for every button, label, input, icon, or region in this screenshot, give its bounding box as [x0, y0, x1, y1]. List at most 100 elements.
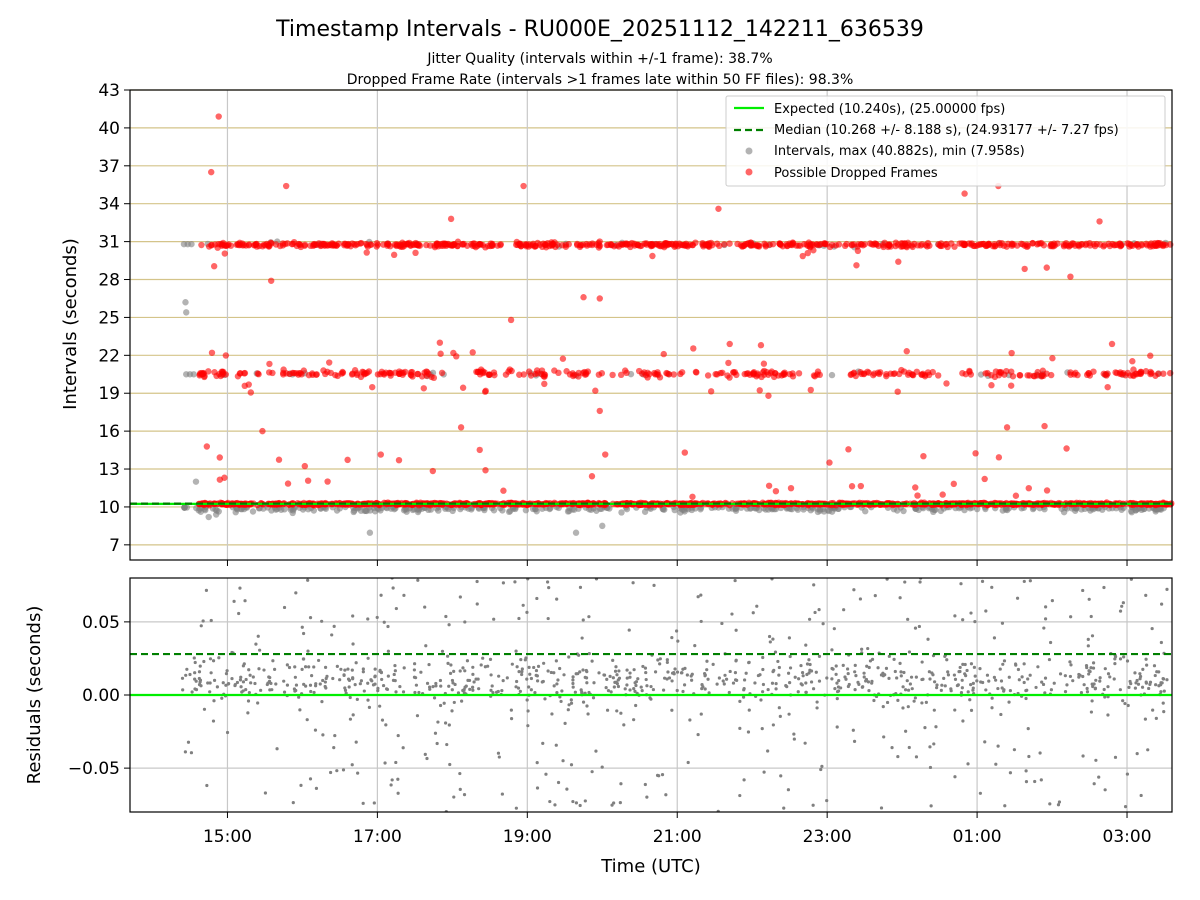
residual-point: [733, 678, 738, 682]
dropped-frame-point: [866, 240, 874, 247]
residual-point: [1003, 804, 1007, 808]
residual-point: [483, 665, 487, 669]
residual-point: [1007, 700, 1011, 704]
residual-point: [1082, 683, 1086, 687]
residual-point: [615, 709, 619, 713]
residual-point: [185, 667, 189, 671]
residual-point: [653, 670, 658, 674]
residual-point: [232, 599, 236, 603]
residual-point: [263, 791, 268, 795]
residual-point: [887, 654, 891, 658]
residual-point: [300, 667, 304, 672]
residual-point: [545, 580, 550, 584]
dropped-frame-point: [628, 239, 636, 247]
residual-point: [1103, 695, 1107, 699]
residual-point: [438, 678, 443, 683]
dropped-frame-point: [1050, 240, 1058, 247]
residual-point: [865, 664, 869, 668]
residual-point: [813, 610, 817, 615]
residual-point: [909, 675, 914, 679]
residual-point: [961, 662, 965, 666]
residual-point: [524, 656, 528, 660]
dropped-frame-point: [943, 380, 950, 387]
residual-point: [335, 664, 339, 668]
residual-point: [664, 793, 668, 797]
residual-point: [730, 612, 734, 616]
residual-point: [1017, 678, 1021, 682]
residual-point: [727, 690, 731, 695]
dropped-frame-point: [864, 368, 871, 376]
residual-point: [592, 681, 596, 685]
residual-point: [466, 678, 470, 683]
residual-point: [844, 677, 848, 681]
residual-point: [1165, 678, 1169, 682]
residual-point: [585, 704, 589, 708]
dropped-frame-point: [569, 370, 576, 377]
residual-point: [807, 617, 812, 621]
residual-point: [675, 629, 679, 633]
residual-point: [225, 730, 230, 735]
residual-point: [914, 755, 919, 759]
residual-point: [199, 624, 203, 628]
dropped-frame-point: [367, 241, 374, 248]
dropped-frame-point: [1155, 239, 1162, 247]
residual-point: [902, 670, 906, 675]
residual-point: [490, 684, 494, 688]
dropped-frame-point: [870, 371, 877, 379]
residual-point: [1063, 674, 1067, 678]
residual-point: [386, 649, 390, 653]
residual-point: [452, 669, 456, 673]
residual-point: [761, 667, 765, 672]
residual-point: [535, 679, 540, 683]
dropped-frame-point: [1067, 273, 1074, 280]
residual-point: [348, 717, 353, 721]
dropped-frame-point: [621, 367, 629, 374]
residual-point: [1091, 684, 1095, 689]
residual-point: [747, 660, 751, 665]
residual-point: [831, 667, 835, 671]
residual-point: [359, 679, 364, 683]
residual-point: [770, 578, 774, 581]
residual-point: [354, 740, 358, 744]
residual-point: [382, 620, 386, 624]
residual-point: [463, 685, 467, 689]
dropped-frame-point: [643, 240, 650, 247]
legend-intervals-label: Intervals, max (40.882s), min (7.958s): [774, 144, 1025, 159]
residual-point: [514, 649, 518, 653]
residual-point: [461, 666, 465, 670]
residual-point: [1015, 596, 1020, 600]
dropped-frame-point: [765, 482, 773, 489]
residual-point: [565, 787, 569, 791]
residual-point: [964, 673, 968, 678]
residual-point: [969, 611, 973, 615]
residual-point: [817, 608, 821, 612]
dropped-frame-point: [582, 369, 590, 376]
dropped-frame-point: [344, 456, 351, 464]
residual-point: [332, 624, 336, 628]
dropped-frame-point: [430, 374, 438, 382]
dropped-frame-point: [441, 240, 449, 247]
residual-point: [812, 583, 816, 587]
residual-point: [971, 681, 975, 685]
dropped-frame-point: [857, 482, 865, 490]
residual-point: [1043, 617, 1048, 621]
residual-point: [1090, 634, 1095, 638]
residual-point: [1159, 690, 1163, 694]
residual-point: [468, 687, 472, 691]
residual-point: [448, 762, 452, 767]
residual-point: [602, 673, 607, 677]
dropped-frame-point: [1138, 242, 1146, 249]
residual-point: [932, 742, 936, 746]
residual-point: [555, 597, 559, 601]
residual-point: [1161, 701, 1165, 705]
residual-point: [335, 769, 339, 773]
residual-point: [434, 684, 438, 688]
residual-point: [633, 689, 637, 693]
top-y-tick-label: 19: [98, 384, 120, 404]
residual-point: [369, 678, 373, 682]
dropped-frame-point: [660, 350, 667, 358]
interval-point: [931, 506, 938, 514]
residual-point: [1159, 683, 1163, 687]
dropped-frame-point: [652, 240, 660, 248]
residual-point: [917, 624, 921, 629]
